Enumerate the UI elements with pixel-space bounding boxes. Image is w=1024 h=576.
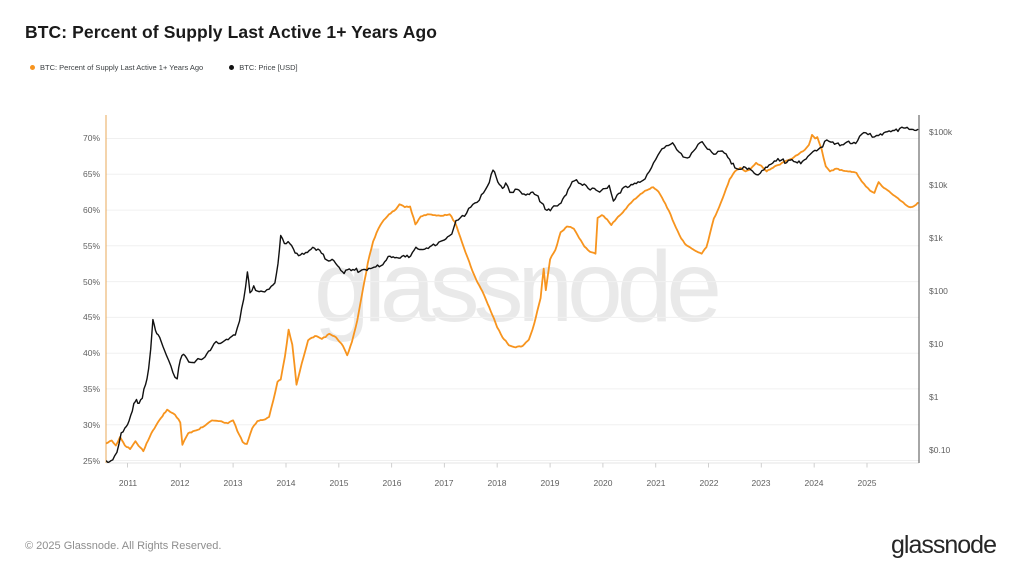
- legend-label-supply: BTC: Percent of Supply Last Active 1+ Ye…: [40, 63, 204, 72]
- page-title: BTC: Percent of Supply Last Active 1+ Ye…: [25, 22, 438, 42]
- legend-dot-price-icon: [229, 65, 235, 70]
- legend-label-price: BTC: Price [USD]: [239, 63, 298, 72]
- supply-line: [106, 134, 919, 453]
- legend: BTC: Percent of Supply Last Active 1+ Ye…: [30, 63, 298, 72]
- legend-item-price[interactable]: BTC: Price [USD]: [229, 63, 298, 72]
- legend-dot-supply-icon: [30, 65, 35, 70]
- legend-item-supply[interactable]: BTC: Percent of Supply Last Active 1+ Ye…: [30, 63, 203, 72]
- price-line: [106, 126, 919, 463]
- copyright-text: © 2025 Glassnode. All Rights Reserved.: [25, 540, 222, 552]
- glassnode-watermark: glassnode: [314, 230, 722, 343]
- glassnode-logo: glassnode: [891, 531, 997, 559]
